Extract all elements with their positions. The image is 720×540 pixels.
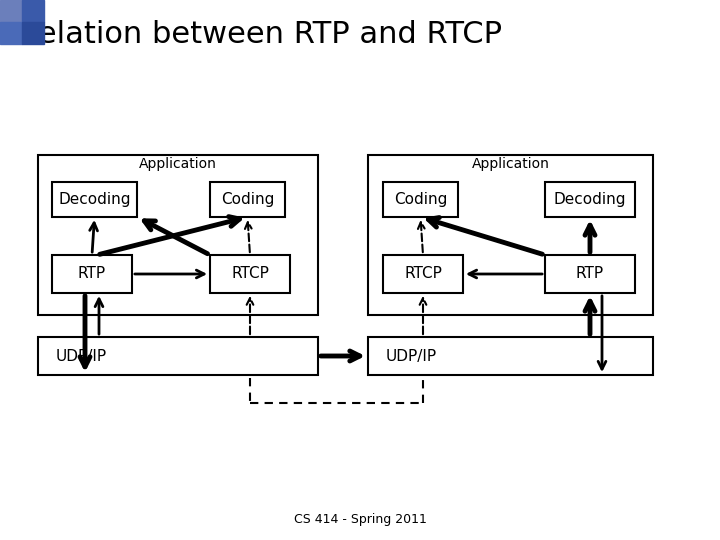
Bar bbox=[52, 182, 137, 217]
Bar bbox=[22, 0, 44, 22]
Text: RTP: RTP bbox=[78, 267, 106, 281]
Text: Application: Application bbox=[472, 157, 549, 171]
Text: UDP/IP: UDP/IP bbox=[386, 348, 437, 363]
Bar bbox=[0, 0, 22, 22]
Text: Decoding: Decoding bbox=[58, 192, 131, 207]
Bar bbox=[38, 337, 318, 375]
Bar bbox=[210, 182, 285, 217]
Bar bbox=[383, 182, 458, 217]
Text: Decoding: Decoding bbox=[554, 192, 626, 207]
Text: Coding: Coding bbox=[221, 192, 274, 207]
Text: RTP: RTP bbox=[576, 267, 604, 281]
Text: Coding: Coding bbox=[394, 192, 447, 207]
Bar bbox=[22, 22, 44, 44]
Text: RTCP: RTCP bbox=[404, 267, 442, 281]
Bar bbox=[0, 22, 22, 44]
Text: Application: Application bbox=[139, 157, 217, 171]
Text: CS 414 - Spring 2011: CS 414 - Spring 2011 bbox=[294, 514, 426, 526]
Bar bbox=[545, 255, 635, 293]
Text: Relation between RTP and RTCP: Relation between RTP and RTCP bbox=[18, 20, 502, 49]
Bar bbox=[38, 155, 318, 315]
Text: RTCP: RTCP bbox=[231, 267, 269, 281]
Text: UDP/IP: UDP/IP bbox=[56, 348, 107, 363]
Bar bbox=[368, 155, 653, 315]
Bar bbox=[52, 255, 132, 293]
Bar bbox=[383, 255, 463, 293]
Bar bbox=[210, 255, 290, 293]
Bar bbox=[368, 337, 653, 375]
Bar bbox=[545, 182, 635, 217]
